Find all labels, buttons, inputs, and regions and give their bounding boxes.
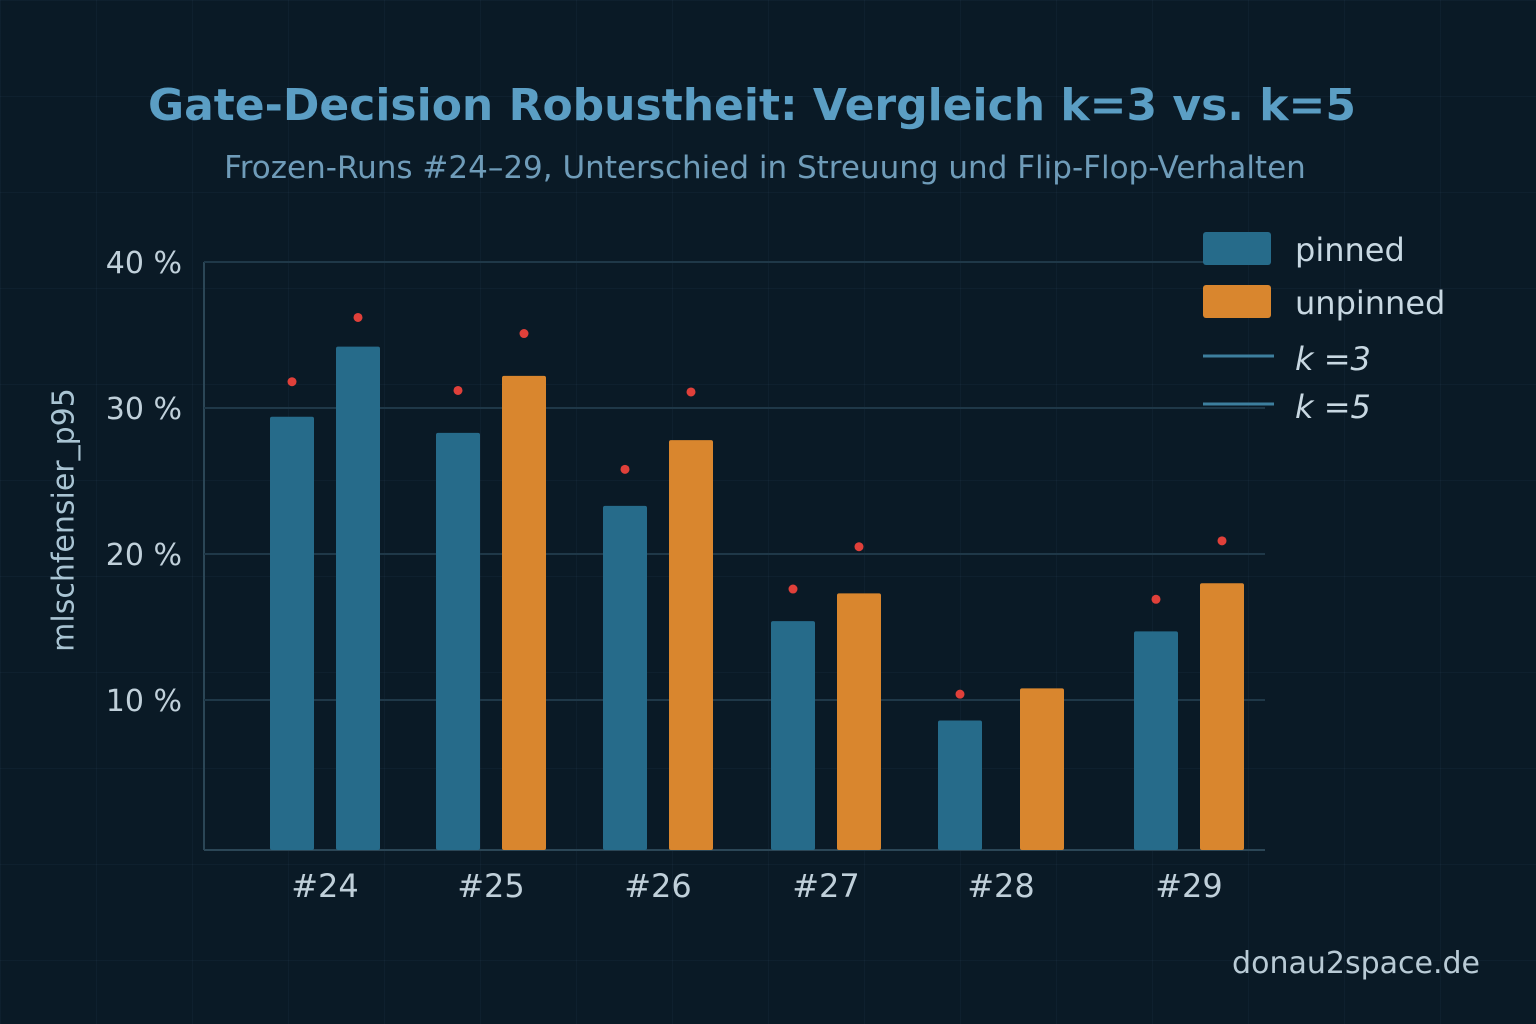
marker-dot <box>955 689 965 699</box>
x-tick-label: #28 <box>967 867 1035 905</box>
x-tick-label: #24 <box>291 867 359 905</box>
bar-unpinned <box>837 593 881 850</box>
x-tick-label: #26 <box>624 867 692 905</box>
legend-label: unpinned <box>1295 284 1445 322</box>
marker-dot <box>453 385 463 395</box>
marker-dot <box>1151 594 1161 604</box>
bar-unpinned <box>1020 688 1064 850</box>
marker-dot <box>854 542 864 552</box>
bar-pinned <box>270 416 314 850</box>
bar-pinned <box>938 720 982 850</box>
bar-unpinned <box>1200 583 1244 850</box>
marker-dot <box>686 387 696 397</box>
legend-swatch-unpinned <box>1203 285 1271 318</box>
legend-label: k =3 <box>1295 340 1371 378</box>
x-tick-label: #29 <box>1155 867 1223 905</box>
marker-dot <box>1217 536 1227 546</box>
bar-unpinned <box>336 346 380 850</box>
y-tick-label: 40 % <box>106 246 182 281</box>
marker-dot <box>519 329 529 339</box>
bar-unpinned <box>502 375 546 850</box>
x-tick-label: #27 <box>792 867 860 905</box>
y-tick-label: 10 % <box>106 684 182 719</box>
marker-dot <box>788 584 798 594</box>
y-tick-label: 30 % <box>106 392 182 427</box>
watermark: donau2space.de <box>1232 946 1480 981</box>
bar-pinned <box>603 505 647 850</box>
bar-pinned <box>1134 631 1178 850</box>
bar-pinned <box>436 432 480 850</box>
marker-dot <box>287 377 297 387</box>
y-tick-label: 20 % <box>106 538 182 573</box>
legend-label: k =5 <box>1295 388 1371 426</box>
bar-unpinned <box>669 440 713 850</box>
bar-pinned <box>771 621 815 850</box>
marker-dot <box>353 312 363 322</box>
chart-subtitle: Frozen-Runs #24–29, Unterschied in Streu… <box>224 150 1306 186</box>
x-tick-label: #25 <box>457 867 525 905</box>
marker-dot <box>620 464 630 474</box>
chart-title: Gate-Decision Robustheit: Vergleich k=3 … <box>147 80 1357 131</box>
legend-swatch-pinned <box>1203 232 1271 265</box>
legend-label: pinned <box>1295 231 1405 269</box>
